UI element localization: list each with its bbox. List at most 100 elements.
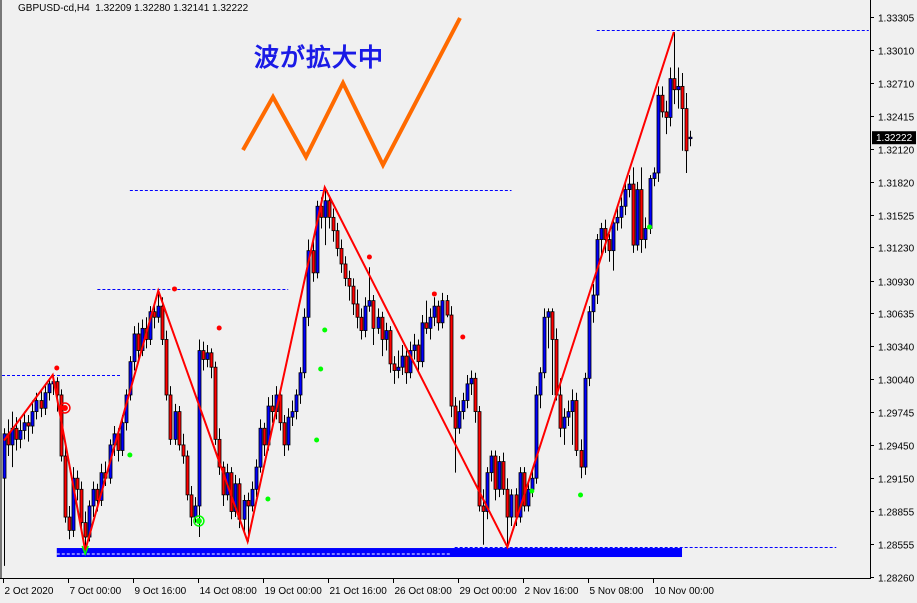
orange-wave-annotation xyxy=(241,17,462,170)
bear-candle-body xyxy=(680,85,685,109)
bear-candle-body xyxy=(331,216,336,232)
bear-candle-body xyxy=(355,303,360,318)
time-tick-label: 14 Oct 08:00 xyxy=(200,586,258,597)
bear-candle-body xyxy=(631,183,636,246)
bull-candle-body xyxy=(542,316,547,374)
bull-candle-body xyxy=(656,94,661,174)
bear-candle-body xyxy=(185,455,190,496)
bull-candle-body xyxy=(583,377,588,468)
bear-candle-body xyxy=(493,455,498,490)
time-axis: 2 Oct 2020 7 Oct 00:00 9 Oct 16:00 14 Oct 0… xyxy=(3,578,714,597)
bear-candle-body xyxy=(339,248,344,265)
bear-candle-body xyxy=(607,239,612,252)
bull-candle-body xyxy=(420,322,425,363)
bear-candle-body xyxy=(351,285,356,305)
bull-candle-body xyxy=(400,355,405,368)
bull-candle-body xyxy=(676,85,681,91)
bear-candle-body xyxy=(603,228,608,240)
buy-signal-dot xyxy=(314,437,320,443)
buy-signal-dot xyxy=(647,224,653,230)
bull-candle-body xyxy=(396,366,401,371)
bull-candle-body xyxy=(432,305,437,318)
bear-candle-body xyxy=(39,400,44,409)
bear-candle-body xyxy=(335,230,340,249)
bear-candle-body xyxy=(392,363,397,371)
sell-signal-dot xyxy=(366,254,372,260)
price-tick-label: 1.28855 xyxy=(878,508,915,519)
bear-candle-body xyxy=(660,94,665,113)
bull-candle-body xyxy=(485,472,490,512)
bear-candle-body xyxy=(380,316,385,340)
bear-candle-body xyxy=(262,427,267,446)
bull-candle-body xyxy=(538,372,543,396)
zigzag-polyline xyxy=(3,31,675,551)
bear-candle-body xyxy=(63,455,68,518)
bull-candle-body xyxy=(298,372,303,396)
bear-candle-body xyxy=(404,355,409,374)
bull-candle-body xyxy=(457,411,462,429)
bull-candle-body xyxy=(526,488,531,507)
bull-candle-body xyxy=(668,78,673,118)
bull-candle-body xyxy=(530,477,535,490)
bull-candle-body xyxy=(258,427,263,468)
bull-candle-body xyxy=(367,300,372,307)
bull-candle-body xyxy=(546,311,551,318)
bear-candle-body xyxy=(477,411,482,507)
bull-candle-body xyxy=(615,216,620,224)
bull-candle-body xyxy=(412,344,417,351)
bull-candle-body xyxy=(2,433,7,479)
bull-candle-body xyxy=(623,189,628,207)
bear-candle-body xyxy=(209,352,214,368)
time-tick-label: 9 Oct 16:00 xyxy=(135,586,187,597)
time-tick-label: 26 Oct 08:00 xyxy=(395,586,453,597)
signals xyxy=(54,224,653,557)
buy-signal-dot xyxy=(318,366,324,372)
bear-candle-body xyxy=(359,316,364,331)
candles xyxy=(2,31,693,566)
price-tick-label: 1.30040 xyxy=(878,376,915,387)
bull-candle-body xyxy=(91,488,96,507)
buy-signal-dot xyxy=(322,327,328,333)
price-tick-label: 1.31525 xyxy=(878,212,915,223)
bear-candle-body xyxy=(168,394,173,440)
bear-candle-body xyxy=(181,444,186,457)
price-tick-label: 1.31820 xyxy=(878,179,915,190)
bull-candle-body xyxy=(197,350,202,507)
symbol-timeframe: GBPUSD-cd,H4 xyxy=(18,3,90,14)
price-tick-label: 1.29745 xyxy=(878,409,915,420)
sell-signal-dot xyxy=(216,325,222,331)
time-tick-label: 21 Oct 16:00 xyxy=(330,586,388,597)
bull-candle-body xyxy=(489,455,494,474)
bear-candle-body xyxy=(201,350,206,360)
bull-candle-body xyxy=(22,422,27,431)
buy-signal-dot xyxy=(127,452,133,458)
sell-signal-dot xyxy=(54,365,60,371)
bear-candle-body xyxy=(246,500,251,507)
bear-candle-body xyxy=(177,411,182,446)
bull-candle-body xyxy=(534,394,539,479)
bull-candle-body xyxy=(591,294,596,313)
bull-candle-body xyxy=(233,483,238,512)
price-tick-label: 1.32710 xyxy=(878,80,915,91)
bull-candle-body xyxy=(43,392,48,409)
time-tick-label: 29 Oct 00:00 xyxy=(460,586,518,597)
bull-candle-body xyxy=(156,305,161,318)
bear-candle-body xyxy=(75,477,80,490)
price-tick-label: 1.28260 xyxy=(878,574,915,585)
bear-candle-body xyxy=(453,405,458,429)
bull-candle-body xyxy=(509,494,514,518)
bear-candle-body xyxy=(14,427,19,440)
bear-candle-body xyxy=(327,200,332,218)
bull-candle-body xyxy=(643,228,648,240)
bear-candle-body xyxy=(550,311,555,340)
bull-candle-body xyxy=(376,316,381,329)
price-tick-label: 1.30635 xyxy=(878,310,915,321)
bear-candle-body xyxy=(554,339,559,396)
bull-candle-body xyxy=(193,505,198,518)
bull-candle-body xyxy=(566,411,571,418)
bear-candle-body xyxy=(371,300,376,329)
bull-candle-body xyxy=(132,333,137,363)
bull-candle-body xyxy=(428,316,433,329)
price-tick-label: 1.30340 xyxy=(878,343,915,354)
